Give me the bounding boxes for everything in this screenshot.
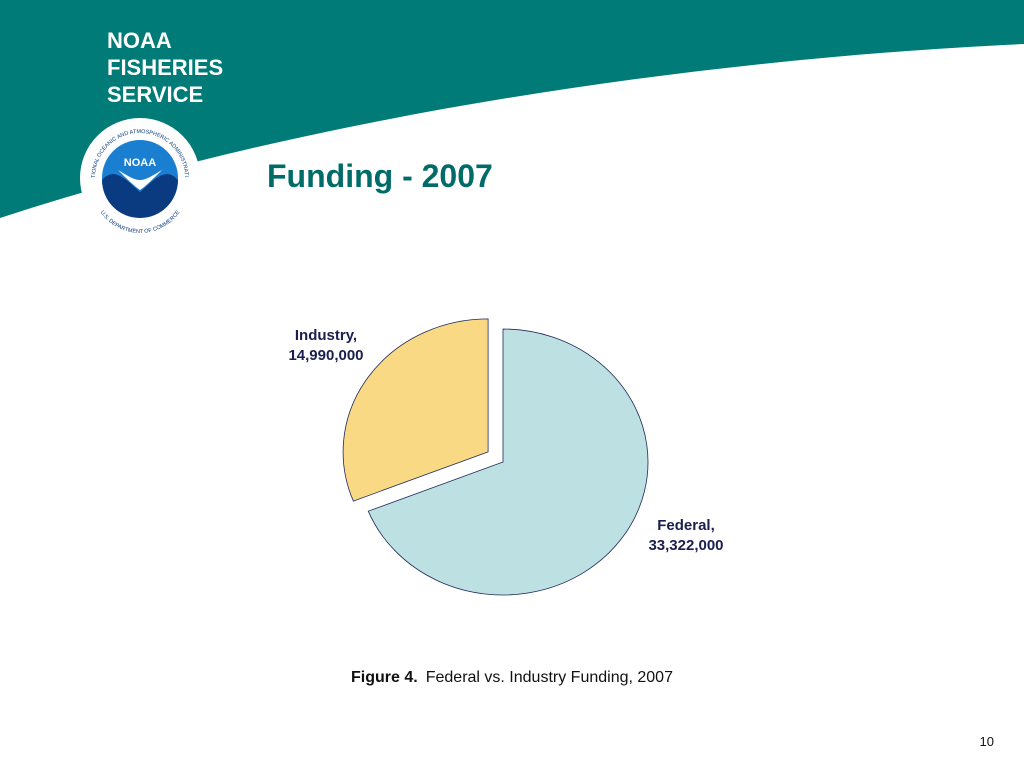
page-number: 10 <box>980 734 994 749</box>
data-label: Federal, 33,322,000 <box>648 517 723 554</box>
logo-bird <box>118 170 162 190</box>
chart-title: Funding - 2007 <box>267 158 493 194</box>
header-band <box>0 0 1024 218</box>
data-label: Industry, 14,990,000 <box>288 327 363 364</box>
logo-center: NOAA <box>124 157 156 169</box>
caption-label: Figure 4. <box>351 669 418 686</box>
slice-name: Industry, <box>295 327 357 344</box>
logo-wave <box>102 174 178 218</box>
pie-slice <box>367 328 649 596</box>
pie-chart: Federal, 33,322,000 Industry, 14,990,000 <box>288 318 724 596</box>
caption-text: Federal vs. Industry Funding, 2007 <box>426 669 673 686</box>
brand-line: SERVICE <box>107 82 203 107</box>
pie-slice <box>342 318 489 502</box>
slice-value: 33,322,000 <box>648 537 723 554</box>
slice-value: 14,990,000 <box>288 347 363 364</box>
brand-line: NOAA <box>107 28 172 53</box>
slice-name: Federal, <box>657 517 715 534</box>
caption: Figure 4. Federal vs. Industry Funding, 2… <box>351 669 673 686</box>
brand-line: FISHERIES <box>107 55 223 80</box>
